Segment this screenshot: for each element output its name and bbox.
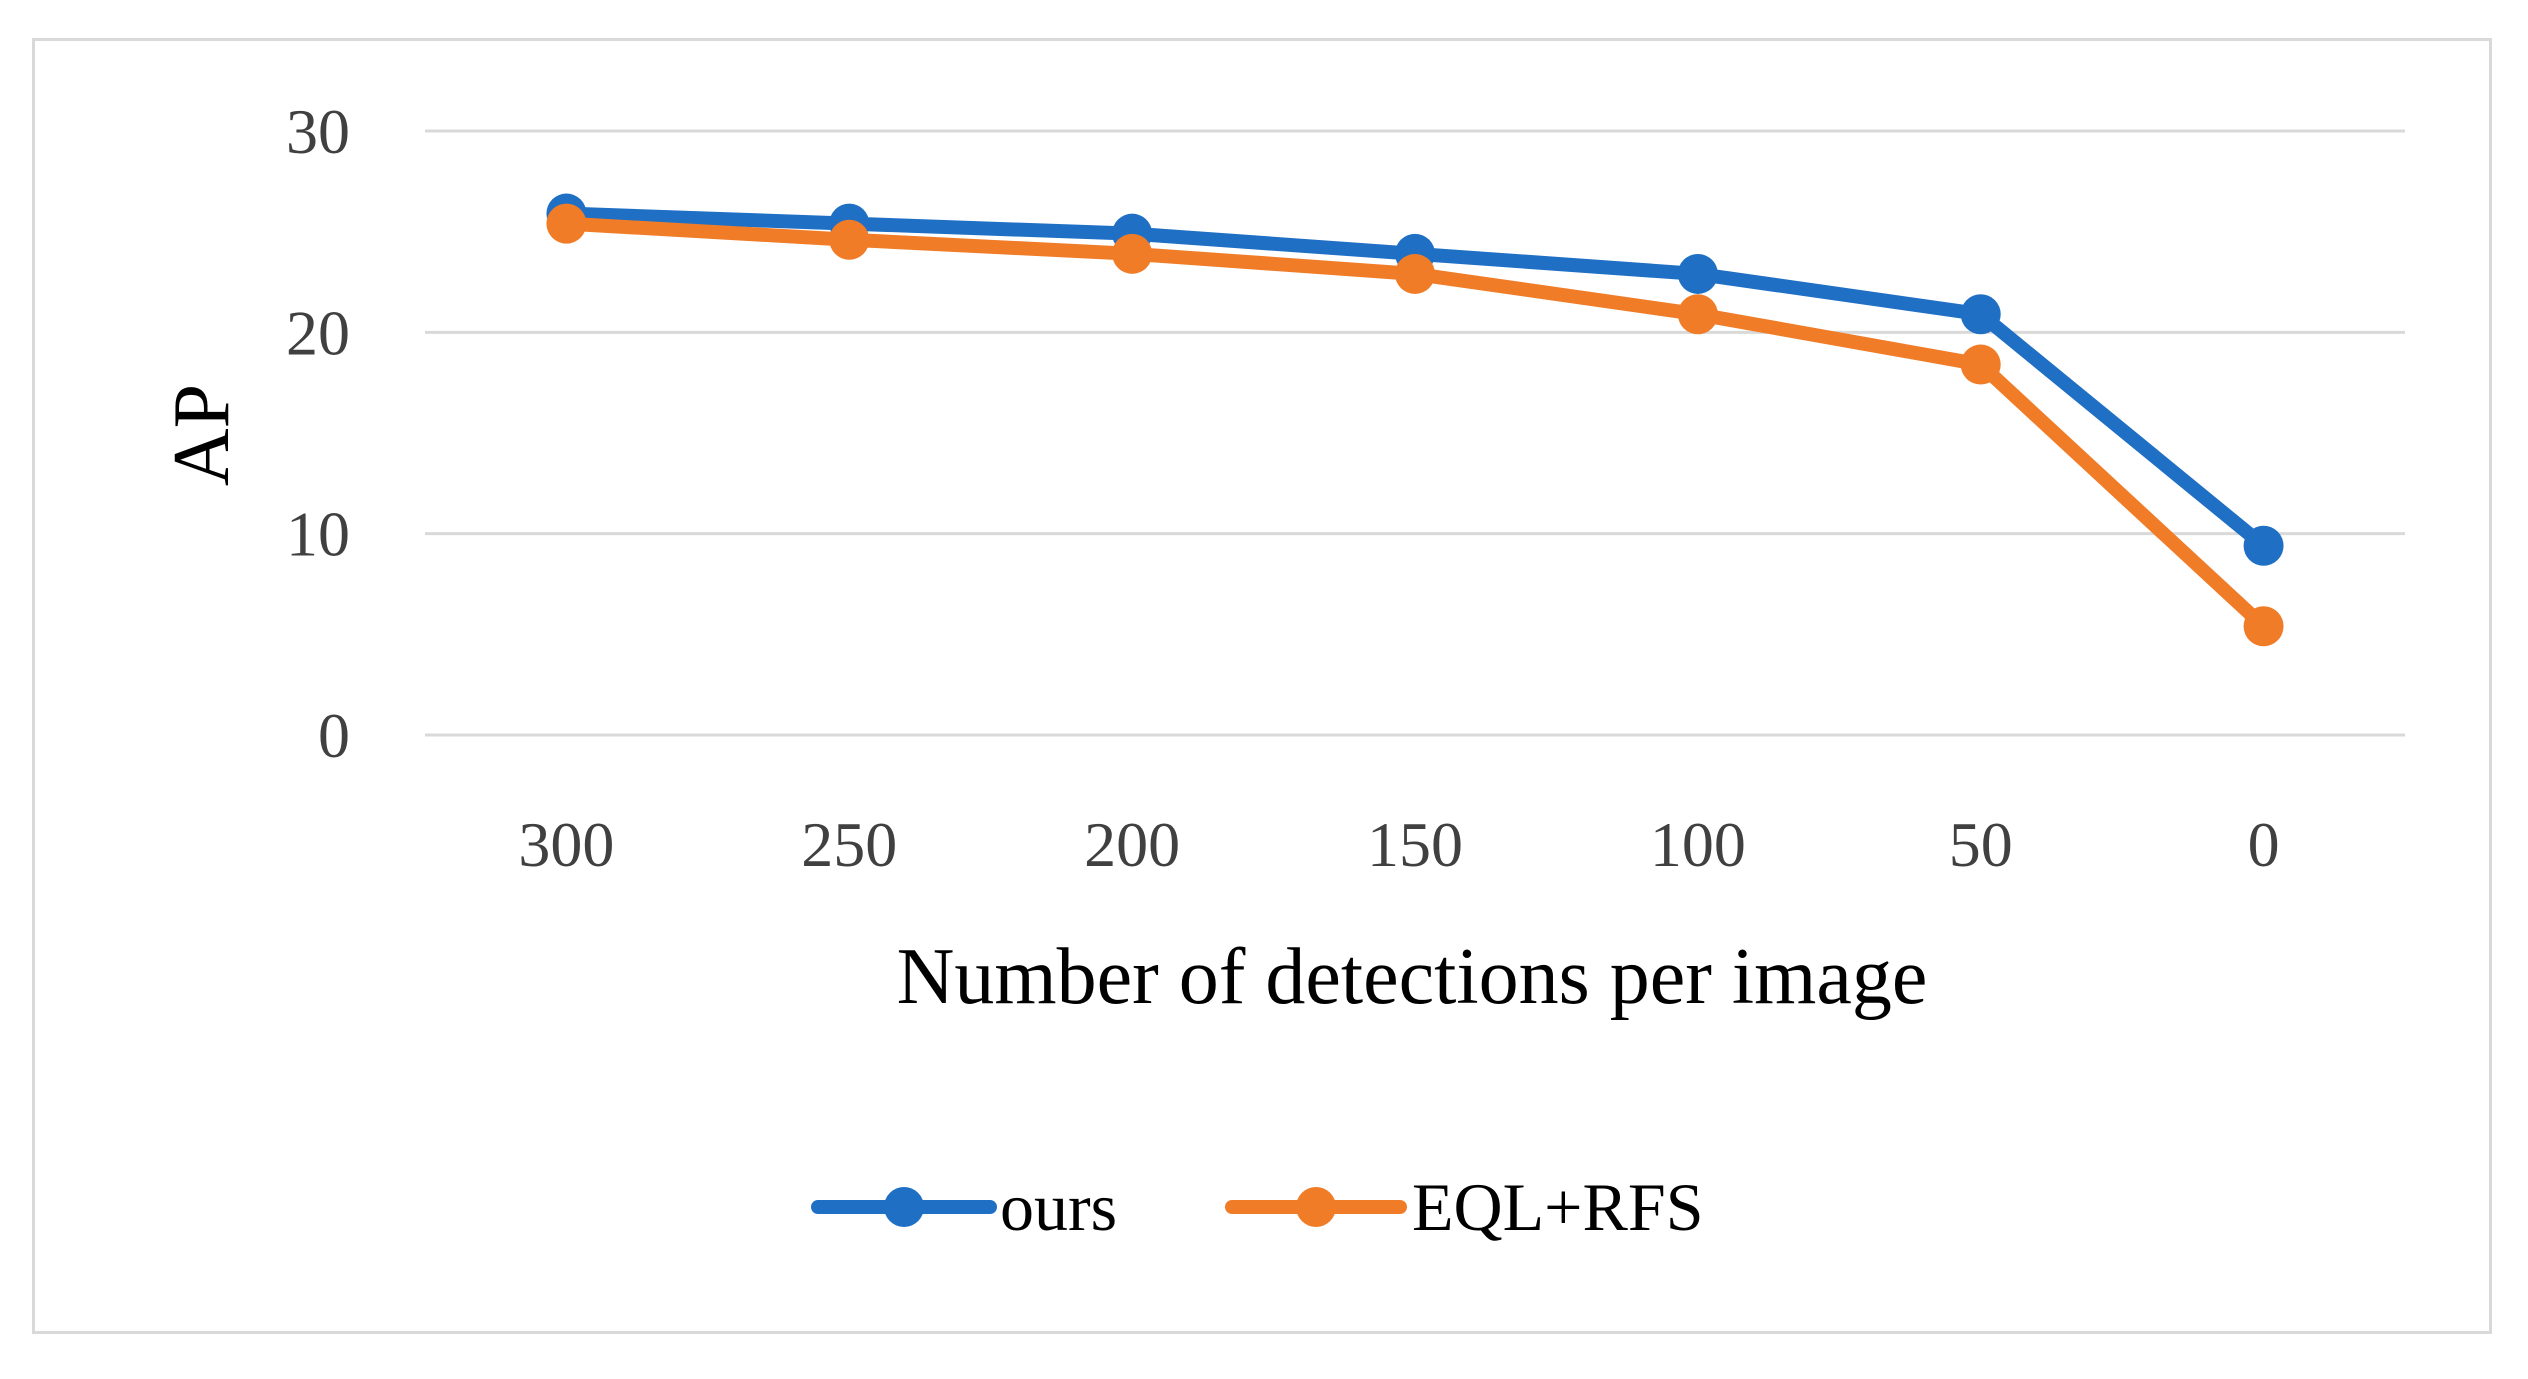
data-point bbox=[1395, 253, 1435, 294]
data-point bbox=[1960, 344, 2001, 385]
x-tick-label: 0 bbox=[2248, 809, 2280, 880]
legend-marker-eql-rfs bbox=[1296, 1187, 1336, 1227]
x-tick-label: 150 bbox=[1367, 809, 1463, 880]
data-point bbox=[1960, 294, 2001, 335]
legend-label-eql-rfs: EQL+RFS bbox=[1412, 1169, 1704, 1245]
y-tick-label: 30 bbox=[286, 96, 350, 167]
x-tick-label: 250 bbox=[801, 809, 897, 880]
data-point bbox=[546, 203, 587, 244]
y-axis-title: AP bbox=[158, 384, 246, 486]
data-point bbox=[2243, 606, 2284, 647]
x-tick-label: 100 bbox=[1650, 809, 1746, 880]
x-tick-label: 300 bbox=[518, 809, 614, 880]
x-axis-title: Number of detections per image bbox=[897, 933, 1928, 1021]
chart-frame bbox=[32, 38, 2492, 1334]
data-point bbox=[1677, 294, 1718, 335]
x-tick-labels: 300 250 200 150 100 50 0 bbox=[518, 809, 2279, 880]
y-tick-label: 10 bbox=[286, 499, 350, 570]
legend-label-ours: ours bbox=[1000, 1169, 1117, 1245]
data-point bbox=[2243, 525, 2284, 566]
series-layer bbox=[546, 193, 2284, 647]
legend-marker-ours bbox=[884, 1187, 924, 1227]
gridlines bbox=[425, 129, 2405, 737]
series-eql-rfs bbox=[546, 203, 2284, 647]
x-tick-label: 200 bbox=[1084, 809, 1180, 880]
data-point bbox=[1677, 253, 1718, 294]
data-point bbox=[829, 219, 870, 260]
y-tick-label: 0 bbox=[318, 700, 350, 771]
x-tick-label: 50 bbox=[1949, 809, 2013, 880]
series-ours bbox=[546, 193, 2284, 566]
legend: ours EQL+RFS bbox=[811, 1169, 1704, 1245]
data-point bbox=[1112, 233, 1153, 274]
y-tick-label: 20 bbox=[286, 297, 350, 368]
y-tick-labels: 0 10 20 30 bbox=[286, 96, 350, 771]
